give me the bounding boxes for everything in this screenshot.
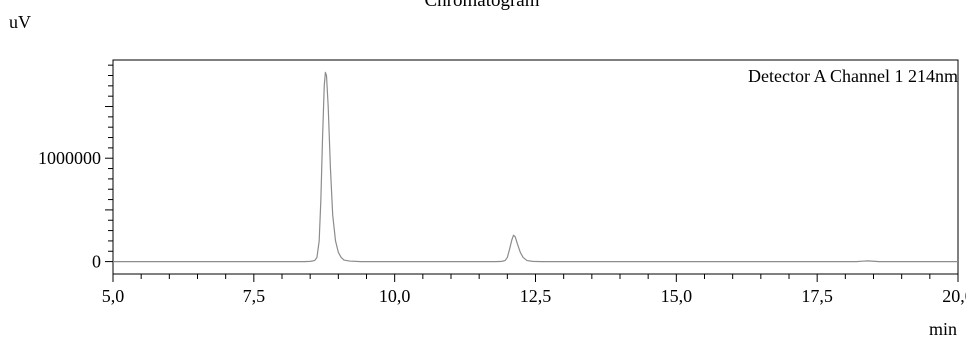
x-axis-unit-label: min	[929, 319, 957, 339]
chart-title: Chromatogram	[424, 0, 539, 11]
x-tick-label: 20,0	[942, 286, 966, 306]
x-axis-ticks: 5,0 7,5 10,0 12,5 15,0 17,5 20,0	[102, 274, 966, 306]
chromatogram-trace	[113, 71, 958, 263]
x-tick-label: 15,0	[661, 286, 693, 306]
y-axis-ticks: 0 1000000	[38, 64, 113, 272]
plot-frame	[112, 59, 959, 275]
y-axis-unit-label: uV	[9, 12, 31, 32]
y-tick-label: 1000000	[38, 148, 101, 168]
trace-group	[113, 71, 958, 263]
x-tick-label: 12,5	[520, 286, 552, 306]
x-tick-label: 5,0	[102, 286, 125, 306]
x-tick-label: 7,5	[243, 286, 266, 306]
y-tick-label: 0	[92, 252, 101, 272]
detector-channel-label: Detector A Channel 1 214nm	[748, 66, 958, 86]
x-tick-label: 17,5	[801, 286, 833, 306]
x-tick-label: 10,0	[379, 286, 411, 306]
